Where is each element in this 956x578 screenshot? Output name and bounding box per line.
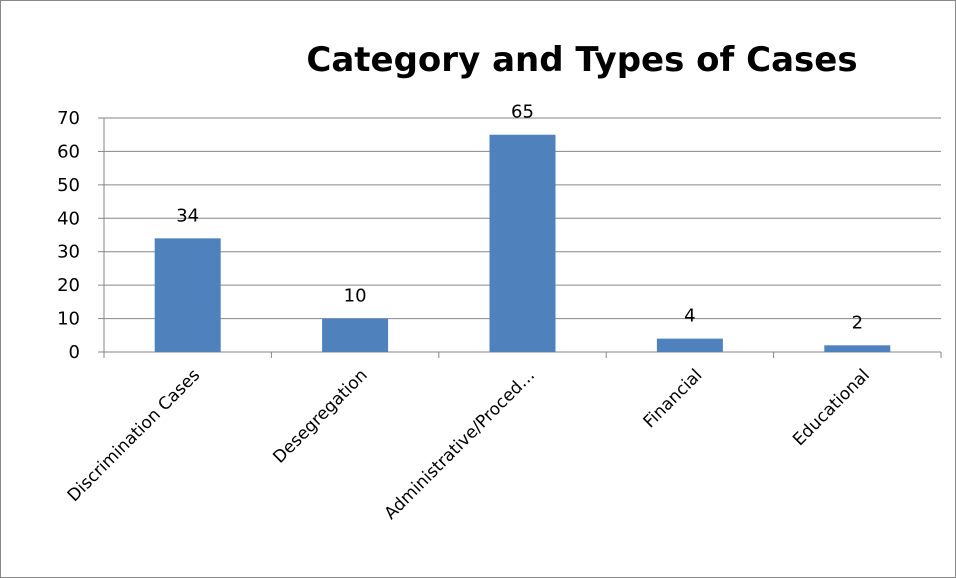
data-label: 65 bbox=[511, 102, 534, 123]
bar bbox=[656, 338, 723, 352]
category-label: Discrimination Cases bbox=[64, 365, 205, 506]
y-tick-label: 60 bbox=[57, 141, 80, 162]
category-label: Financial bbox=[640, 365, 707, 432]
chart-title: Category and Types of Cases bbox=[306, 40, 857, 80]
data-label: 4 bbox=[684, 306, 695, 327]
y-tick-label: 70 bbox=[57, 108, 80, 129]
bar bbox=[824, 345, 891, 352]
y-tick-label: 10 bbox=[57, 309, 80, 330]
data-label: 34 bbox=[176, 205, 199, 226]
category-label: Administrative/Proced… bbox=[381, 365, 539, 523]
y-tick-label: 20 bbox=[57, 275, 80, 296]
bar bbox=[322, 318, 389, 352]
category-labels: Discrimination Cases Desegregation Adminis… bbox=[64, 365, 874, 524]
y-tick-label: 0 bbox=[69, 342, 80, 363]
category-label: Educational bbox=[789, 365, 874, 450]
axes: 0 10 20 30 40 50 60 70 bbox=[57, 108, 942, 363]
y-tick-label: 30 bbox=[57, 242, 80, 263]
y-tick-label: 50 bbox=[57, 175, 80, 196]
data-label: 10 bbox=[344, 286, 367, 307]
y-tick-label: 40 bbox=[57, 208, 80, 229]
data-label: 2 bbox=[852, 312, 863, 333]
data-labels: 34 10 65 4 2 bbox=[176, 102, 863, 334]
bars bbox=[154, 134, 891, 352]
bar bbox=[154, 238, 221, 352]
category-label: Desegregation bbox=[269, 365, 371, 467]
bar bbox=[489, 134, 556, 352]
